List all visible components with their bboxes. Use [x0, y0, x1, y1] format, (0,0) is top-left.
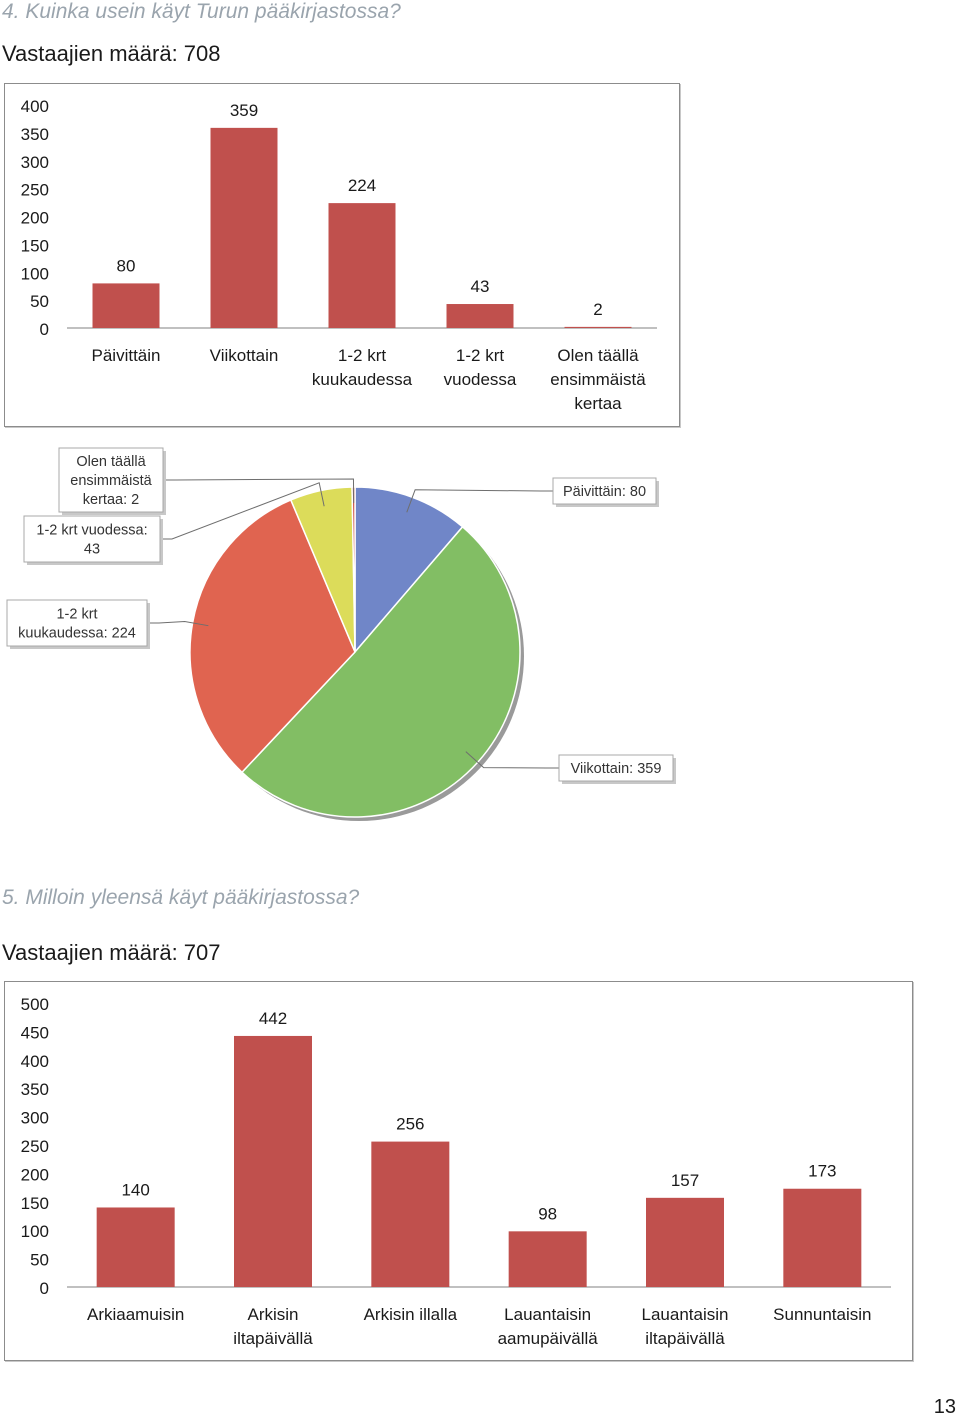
visit-time-chart-bar: [234, 1035, 312, 1287]
pie-label-box: [558, 754, 674, 782]
frequency-bar-chart: 400 350 300 250 200 150 100 50 0 80 Päivittäin 359 V…: [21, 97, 657, 413]
visit-time-chart-data-label: 173: [808, 1162, 836, 1181]
pie-leader-line: [160, 482, 325, 540]
visit-time-chart-data-label: 140: [121, 1180, 149, 1199]
frequency-chart-y-tick: 350: [21, 125, 49, 144]
question-4-title: 4. Kuinka usein käyt Turun pääkirjastoss…: [2, 0, 401, 23]
pie-leader-line: [406, 489, 553, 513]
visit-time-chart-data-label: 442: [259, 1009, 287, 1028]
visit-time-chart-y-tick: 300: [21, 1109, 49, 1128]
frequency-chart-bar: [564, 326, 632, 328]
pie-slice-label: 1-2 krt kuukaudessa: 224: [18, 607, 136, 642]
frequency-chart-category-label: Päivittäin: [92, 346, 161, 365]
pie-leader-line: [147, 620, 209, 627]
frequency-chart-category-label: 1-2 krt vuodessa: [444, 346, 517, 389]
frequency-chart-y-tick: 150: [21, 236, 49, 255]
pie-leader-line: [465, 751, 559, 769]
frequency-chart-category-label: Olen täällä ensimmäistä kertaa: [550, 346, 646, 413]
visit-time-chart-y-tick: 350: [21, 1080, 49, 1099]
visit-time-chart-bar: [371, 1141, 450, 1287]
pie-label-box: [23, 515, 161, 563]
pie-slice-label: Päivittäin: 80: [563, 484, 646, 500]
visit-time-chart-category-label: Lauantaisin iltapäivällä: [642, 1305, 729, 1348]
visit-time-chart-y-tick: 0: [40, 1279, 49, 1298]
question-5-title: 5. Milloin yleensä käyt pääkirjastossa?: [2, 886, 360, 909]
visit-time-chart-bar: [96, 1207, 175, 1287]
frequency-chart-bar: [210, 127, 278, 328]
visit-time-chart-data-label: 157: [671, 1171, 699, 1190]
visit-time-chart-data-label: 256: [396, 1115, 424, 1134]
frequency-chart-category-label: 1-2 krt kuukaudessa: [312, 346, 413, 389]
pie-label-box: [6, 599, 148, 647]
frequency-chart-y-tick: 0: [40, 320, 49, 339]
frequency-chart-data-label: 359: [230, 101, 258, 120]
visit-time-chart-y-tick: 150: [21, 1194, 49, 1213]
frequency-chart-bar: [446, 304, 514, 328]
visit-time-chart-y-tick: 400: [21, 1052, 49, 1071]
visit-time-chart-category-label: Sunnuntaisin: [773, 1305, 871, 1324]
frequency-chart-bar: [92, 283, 160, 328]
pie-leader-line: [163, 478, 355, 504]
frequency-chart-data-label: 80: [117, 256, 136, 275]
pie-label-box: [552, 477, 657, 505]
question-4-respondent-count: Vastaajien määrä: 708: [2, 41, 221, 66]
visit-time-chart-category-label: Arkisin iltapäivällä: [233, 1305, 313, 1348]
frequency-chart-bar: [328, 203, 396, 328]
visit-time-chart-y-tick: 50: [30, 1251, 49, 1270]
frequency-chart-y-tick: 200: [21, 209, 49, 228]
pie-label-box: [58, 447, 164, 513]
visit-time-chart-category-label: Arkiaamuisin: [87, 1305, 184, 1324]
frequency-chart-data-label: 2: [593, 300, 602, 319]
question-5-respondent-count: Vastaajien määrä: 707: [2, 940, 221, 965]
visit-time-chart-category-label: Lauantaisin aamupäivällä: [498, 1305, 599, 1348]
visit-time-chart-y-tick: 250: [21, 1137, 49, 1156]
frequency-chart-category-label: Viikottain: [210, 346, 279, 365]
page-number: 13: [933, 1396, 956, 1418]
frequency-chart-y-tick: 100: [21, 264, 49, 283]
visit-time-chart-bar: [508, 1231, 587, 1287]
frequency-chart-y-tick: 300: [21, 153, 49, 172]
visit-time-bar-chart-frame: 500 450 400 350 300 250 200 150 100 50 0 140 Arkiaam…: [4, 981, 913, 1361]
frequency-chart-y-tick: 250: [21, 181, 49, 200]
visit-time-chart-data-label: 98: [538, 1204, 557, 1223]
frequency-pie-chart: Päivittäin: 80 Viikottain: 359 1-2 krt kuuk…: [6, 447, 676, 821]
pie-slice-label: Viikottain: 359: [571, 761, 662, 777]
frequency-chart-data-label: 224: [348, 176, 376, 195]
visit-time-chart-bar: [646, 1197, 724, 1287]
frequency-chart-y-tick: 400: [21, 97, 49, 116]
frequency-bar-chart-frame: 400 350 300 250 200 150 100 50 0 80 Päivittäin 359 V…: [4, 83, 680, 427]
visit-time-chart-y-tick: 500: [21, 995, 49, 1014]
frequency-chart-data-label: 43: [471, 277, 490, 296]
pie-slice-label: Olen täällä ensimmäistä kertaa: 2: [70, 454, 152, 508]
visit-time-chart-bar: [783, 1188, 862, 1287]
visit-time-chart-category-label: Arkisin illalla: [364, 1305, 458, 1324]
visit-time-bar-chart: 500450400350300250200150100500140Arkiaam…: [21, 995, 891, 1348]
visit-time-chart-y-tick: 450: [21, 1023, 49, 1042]
pie-slice-label: 1-2 krt vuodessa: 43: [36, 523, 147, 558]
visit-time-chart-y-tick: 200: [21, 1165, 49, 1184]
frequency-chart-y-tick: 50: [30, 292, 49, 311]
visit-time-chart-y-tick: 100: [21, 1222, 49, 1241]
